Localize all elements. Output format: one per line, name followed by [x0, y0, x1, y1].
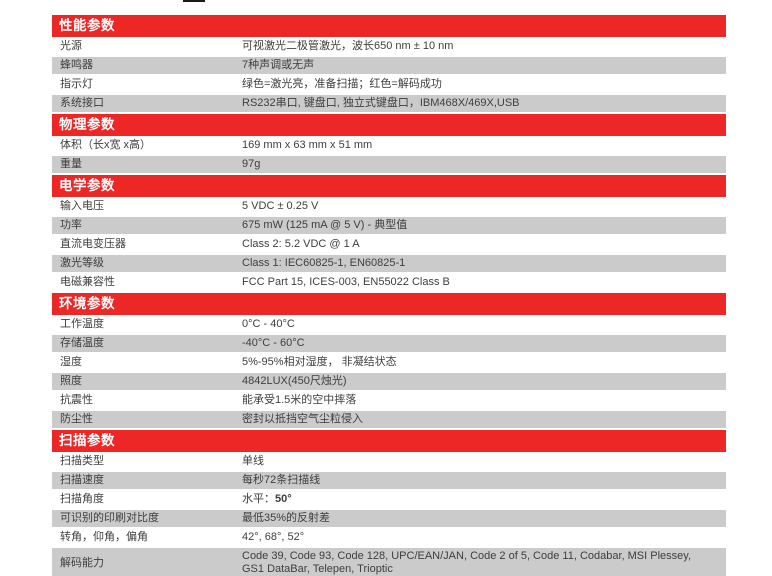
spec-row-value: 42°, 68°, 52° — [242, 531, 305, 543]
spec-row-scanning-3: 扫描角度 水平：50° — [52, 491, 726, 508]
spec-row-scanning-4: 可识别的印刷对比度 最低35%的反射差 — [52, 510, 726, 527]
section-header-performance: 性能参数 — [52, 15, 726, 37]
spec-row-label: 激光等级 — [60, 257, 104, 269]
spec-row-label: 体积（长x宽 x高） — [60, 139, 152, 151]
spec-row-electrical-5: 电磁兼容性 FCC Part 15, ICES-003, EN55022 Clas… — [52, 274, 726, 291]
spec-row-value: 0°C - 40°C — [242, 318, 295, 330]
spec-row-label: 存储温度 — [60, 337, 104, 349]
spec-row-label: 指示灯 — [60, 78, 93, 90]
spec-row-value: Class 1: IEC60825-1, EN60825-1 — [242, 257, 406, 269]
spec-row-performance-4: 系统接口 RS232串口, 键盘口, 独立式键盘口，IBM468X/469X,US… — [52, 95, 726, 112]
spec-row-environmental-1: 工作温度 0°C - 40°C — [52, 316, 726, 333]
spec-row-electrical-3: 直流电变压器 Class 2: 5.2 VDC @ 1 A — [52, 236, 726, 253]
spec-row-value: 每秒72条扫描线 — [242, 474, 321, 486]
spec-row-label: 防尘性 — [60, 413, 93, 425]
spec-row-label: 照度 — [60, 375, 82, 387]
spec-row-label: 工作温度 — [60, 318, 104, 330]
spec-row-label: 光源 — [60, 40, 82, 52]
spec-row-value: 97g — [242, 158, 261, 170]
spec-row-electrical-2: 功率 675 mW (125 mA @ 5 V) - 典型值 — [52, 217, 726, 234]
section-header-environmental: 环境参数 — [52, 293, 726, 315]
value-segment-bold: 50° — [275, 493, 292, 505]
spec-row-value: 675 mW (125 mA @ 5 V) - 典型值 — [242, 219, 408, 231]
spec-row-value: 绿色=激光亮，准备扫描；红色=解码成功 — [242, 78, 442, 90]
spec-row-label: 蜂鸣器 — [60, 59, 93, 71]
spec-row-label: 扫描速度 — [60, 474, 104, 486]
spec-row-value: 5 VDC ± 0.25 V — [242, 200, 319, 212]
spec-row-label: 扫描类型 — [60, 455, 104, 467]
spec-row-value: 可视激光二极管激光，波长650 nm ± 10 nm — [242, 40, 454, 52]
spec-row-performance-3: 指示灯 绿色=激光亮，准备扫描；红色=解码成功 — [52, 76, 726, 93]
spec-row-environmental-5: 抗震性 能承受1.5米的空中摔落 — [52, 392, 726, 409]
spec-row-value: Class 2: 5.2 VDC @ 1 A — [242, 238, 360, 250]
spec-row-value: 最低35%的反射差 — [242, 512, 331, 524]
spec-row-value: 7种声调或无声 — [242, 59, 315, 71]
spec-row-value: 密封以抵挡空气尘粒侵入 — [242, 413, 363, 425]
spec-row-label: 电磁兼容性 — [60, 276, 115, 288]
spec-row-value: Code 39, Code 93, Code 128, UPC/EAN/JAN,… — [242, 550, 692, 575]
spec-row-performance-1: 光源 可视激光二极管激光，波长650 nm ± 10 nm — [52, 38, 726, 55]
spec-row-label: 输入电压 — [60, 200, 104, 212]
spec-row-environmental-3: 湿度 5%-95%相对湿度， 非凝结状态 — [52, 354, 726, 371]
spec-row-label: 抗震性 — [60, 394, 93, 406]
cropped-text-fragment — [183, 0, 205, 2]
spec-row-value: 能承受1.5米的空中摔落 — [242, 394, 357, 406]
spec-row-label: 直流电变压器 — [60, 238, 126, 250]
spec-row-label: 可识别的印刷对比度 — [60, 512, 159, 524]
spec-row-value: RS232串口, 键盘口, 独立式键盘口，IBM468X/469X,USB — [242, 97, 520, 109]
spec-row-scanning-1: 扫描类型 单线 — [52, 453, 726, 470]
spec-row-label: 功率 — [60, 219, 82, 231]
spec-row-scanning-2: 扫描速度 每秒72条扫描线 — [52, 472, 726, 489]
spec-row-environmental-4: 照度 4842LUX(450尺烛光) — [52, 373, 726, 390]
spec-row-environmental-6: 防尘性 密封以抵挡空气尘粒侵入 — [52, 411, 726, 428]
spec-row-scanning-6: 解码能力 Code 39, Code 93, Code 128, UPC/EAN/… — [52, 548, 726, 576]
spec-row-value: 4842LUX(450尺烛光) — [242, 375, 347, 387]
spec-row-value: 169 mm x 63 mm x 51 mm — [242, 139, 373, 151]
spec-row-value: 5%-95%相对湿度， 非凝结状态 — [242, 356, 397, 368]
spec-row-value: 单线 — [242, 455, 264, 467]
section-header-physical: 物理参数 — [52, 114, 726, 136]
spec-row-label: 转角，仰角，偏角 — [60, 531, 148, 543]
spec-row-electrical-1: 输入电压 5 VDC ± 0.25 V — [52, 198, 726, 215]
spec-row-label: 解码能力 — [60, 556, 104, 569]
spec-table: 性能参数光源 可视激光二极管激光，波长650 nm ± 10 nm 蜂鸣器 7种声调或… — [52, 15, 726, 576]
spec-row-electrical-4: 激光等级 Class 1: IEC60825-1, EN60825-1 — [52, 255, 726, 272]
spec-row-label: 扫描角度 — [60, 493, 104, 505]
section-header-scanning: 扫描参数 — [52, 430, 726, 452]
spec-row-physical-1: 体积（长x宽 x高） 169 mm x 63 mm x 51 mm — [52, 137, 726, 154]
value-segment: 水平： — [242, 493, 275, 505]
spec-row-label: 重量 — [60, 158, 82, 170]
spec-row-value: FCC Part 15, ICES-003, EN55022 Class B — [242, 276, 450, 288]
spec-row-value: -40°C - 60°C — [242, 337, 305, 349]
spec-row-performance-2: 蜂鸣器 7种声调或无声 — [52, 57, 726, 74]
spec-row-physical-2: 重量 97g — [52, 156, 726, 173]
section-header-electrical: 电学参数 — [52, 175, 726, 197]
spec-row-value: 水平：50° — [242, 491, 726, 508]
spec-row-label: 湿度 — [60, 356, 82, 368]
spec-row-environmental-2: 存储温度 -40°C - 60°C — [52, 335, 726, 352]
spec-row-scanning-5: 转角，仰角，偏角 42°, 68°, 52° — [52, 529, 726, 546]
spec-row-label: 系统接口 — [60, 97, 104, 109]
